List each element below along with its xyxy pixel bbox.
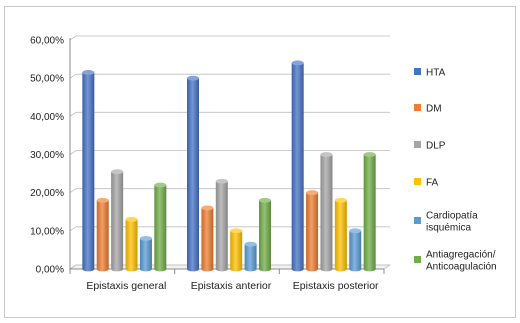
bar — [291, 60, 304, 272]
bar-top — [125, 216, 138, 222]
bar — [125, 216, 138, 272]
bar-top — [306, 190, 319, 196]
y-tick-label: 60,00% — [30, 36, 64, 47]
bar-top — [259, 197, 271, 203]
bar — [215, 178, 228, 272]
legend-swatch — [414, 68, 421, 75]
bar — [139, 236, 152, 272]
bar-top — [82, 70, 95, 75]
y-tick-label: 10,00% — [30, 226, 64, 237]
bars — [82, 60, 376, 272]
legend-item: FA — [414, 178, 439, 189]
bar-body — [334, 200, 347, 272]
bar — [201, 205, 214, 272]
bar — [187, 75, 199, 272]
legend-label: DLP — [426, 141, 446, 152]
y-tick-label: 40,00% — [30, 112, 64, 123]
legend-swatch — [414, 256, 421, 263]
bar — [82, 70, 95, 272]
legend-label: isquémica — [426, 223, 471, 234]
bar-top — [334, 197, 347, 203]
legend-item: DM — [414, 104, 442, 115]
gridline — [69, 111, 390, 117]
gridline — [69, 226, 390, 232]
bar-body — [125, 219, 138, 272]
legend-item: DLP — [414, 141, 446, 152]
y-tick-label: 50,00% — [30, 74, 64, 85]
bar-body — [230, 230, 243, 272]
bar-body — [154, 185, 167, 272]
bar — [363, 152, 376, 272]
gridline — [69, 264, 390, 270]
legend-label: DM — [426, 104, 442, 115]
bar-top — [230, 228, 243, 234]
x-tick-label: Epistaxis anterior — [191, 280, 272, 292]
x-tick-label: Epistaxis posterior — [293, 280, 379, 292]
gridline — [69, 150, 390, 155]
bar-top — [111, 169, 124, 175]
y-tick-label: 20,00% — [30, 188, 64, 199]
legend-label: HTA — [426, 68, 446, 79]
bar-top — [201, 205, 214, 211]
legend-item: HTA — [414, 68, 446, 79]
legend-label: FA — [426, 178, 439, 189]
legend-label: Cardiopatía — [426, 211, 478, 222]
bar-body — [363, 154, 376, 272]
bar — [320, 152, 333, 272]
y-tick-label: 30,00% — [30, 150, 64, 161]
y-tick-label: 0,00% — [36, 265, 64, 276]
x-tick-label: Epistaxis general — [86, 280, 166, 292]
bar — [349, 228, 362, 272]
bar-top — [244, 241, 257, 247]
bar-body — [291, 62, 304, 272]
bar — [334, 197, 347, 272]
bar-top — [154, 182, 167, 188]
bar — [111, 169, 124, 272]
bar-body — [349, 230, 362, 272]
bar-top — [139, 236, 152, 241]
bar — [259, 197, 271, 272]
bar — [154, 182, 167, 272]
bar-body — [306, 192, 319, 272]
bar-body — [139, 238, 152, 272]
legend-item: Antiagregación/Anticoagulación — [414, 250, 497, 273]
bar-body — [244, 244, 257, 272]
legend-swatch — [414, 104, 421, 111]
bar-top — [291, 60, 304, 66]
legend-label: Anticoagulación — [426, 262, 497, 273]
bar-body — [187, 78, 199, 272]
bar-top — [320, 152, 333, 157]
gridline — [69, 73, 390, 79]
bar-top — [187, 75, 199, 81]
legend-label: Antiagregación/ — [426, 250, 496, 261]
legend-swatch — [414, 178, 421, 185]
bar-body — [96, 200, 109, 272]
bar — [230, 228, 243, 272]
gridline — [69, 35, 390, 41]
bar-top — [96, 197, 109, 203]
bar-top — [363, 152, 376, 157]
legend-swatch — [414, 141, 421, 148]
gridline — [69, 188, 390, 193]
bar — [96, 197, 109, 272]
bar-top — [349, 228, 362, 234]
bar — [306, 190, 319, 272]
bar-body — [215, 181, 228, 272]
legend-swatch — [414, 217, 421, 224]
bar-body — [82, 72, 95, 272]
bar-body — [259, 200, 271, 272]
bar-body — [201, 207, 214, 272]
bar-body — [111, 171, 124, 272]
axis-labels: 0,00% 10,00% 20,00% 30,00% 40,00% 50,00% 60,00… — [30, 36, 379, 293]
bar-body — [320, 154, 333, 272]
bar — [244, 241, 257, 272]
bar-top — [215, 178, 228, 184]
